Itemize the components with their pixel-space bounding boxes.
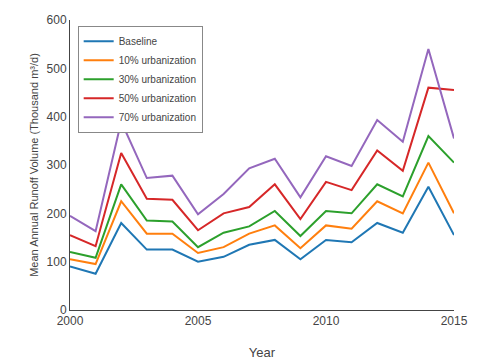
svg-text:600: 600: [47, 13, 67, 27]
svg-text:0: 0: [60, 303, 67, 317]
svg-text:Baseline: Baseline: [119, 36, 158, 47]
svg-text:2010: 2010: [313, 314, 340, 328]
svg-text:200: 200: [47, 207, 67, 221]
svg-text:100: 100: [47, 255, 67, 269]
svg-text:500: 500: [47, 62, 67, 76]
svg-text:2005: 2005: [185, 314, 212, 328]
svg-text:2015: 2015: [441, 314, 468, 328]
svg-text:300: 300: [47, 158, 67, 172]
svg-text:2000: 2000: [57, 314, 84, 328]
svg-text:70% urbanization: 70% urbanization: [119, 112, 196, 123]
svg-text:30% urbanization: 30% urbanization: [119, 74, 196, 85]
svg-text:Mean Annual Runoff Volume (Tho: Mean Annual Runoff Volume (Thousand m³/d…: [28, 53, 40, 277]
svg-text:400: 400: [47, 110, 67, 124]
svg-text:50% urbanization: 50% urbanization: [119, 93, 196, 104]
svg-text:Year: Year: [249, 345, 276, 360]
svg-text:10% urbanization: 10% urbanization: [119, 55, 196, 66]
